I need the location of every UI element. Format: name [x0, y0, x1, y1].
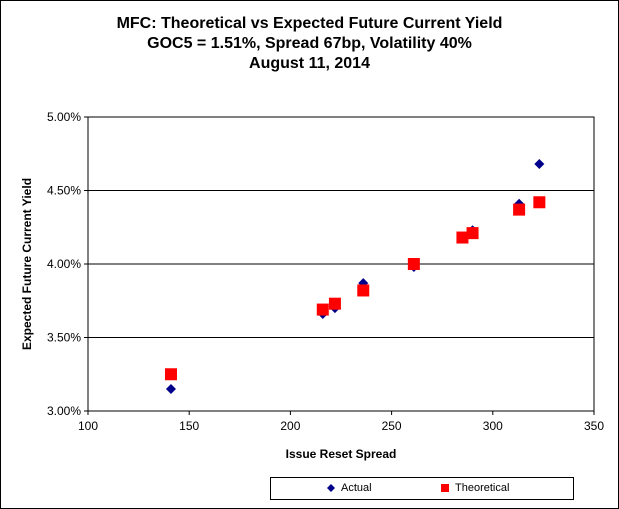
- theoretical-point: [466, 227, 479, 240]
- actual-point: [534, 159, 545, 170]
- y-tick-label: 3.00%: [47, 404, 81, 418]
- diamond-marker-icon: [327, 484, 335, 492]
- legend-item-theoretical: Theoretical: [441, 482, 509, 494]
- legend-item-actual: Actual: [327, 482, 372, 494]
- legend: Actual Theoretical: [270, 477, 574, 500]
- theoretical-point: [407, 258, 420, 270]
- y-tick-label: 3.50%: [47, 331, 81, 345]
- axis-ticks: 3.00% 3.50% 4.00% 4.50% 5.00% 100 150 200 250 300…: [47, 110, 604, 433]
- theoretical-point: [533, 196, 546, 209]
- theoretical-point: [513, 203, 526, 216]
- chart-title-line-2: GOC5 = 1.51%, Spread 67bp, Volatility 40…: [147, 35, 472, 52]
- gridlines: [88, 190, 594, 338]
- data-points: [164, 159, 546, 394]
- x-tick-label: 200: [280, 419, 300, 433]
- theoretical-point: [316, 303, 329, 316]
- legend-label-theoretical: Theoretical: [455, 482, 510, 494]
- theoretical-point: [328, 297, 341, 310]
- x-tick-label: 350: [584, 419, 604, 433]
- actual-point: [165, 383, 176, 394]
- y-tick-label: 4.00%: [47, 257, 81, 271]
- theoretical-point: [456, 231, 469, 244]
- x-tick-label: 100: [78, 419, 98, 433]
- x-axis-title: Issue Reset Spread: [286, 447, 397, 461]
- y-tick-label: 4.50%: [47, 184, 81, 198]
- y-tick-label: 5.00%: [47, 110, 81, 124]
- y-axis-title: Expected Future Current Yield: [20, 178, 34, 350]
- square-marker-icon: [441, 484, 449, 492]
- theoretical-point: [357, 284, 370, 297]
- x-tick-label: 250: [382, 419, 402, 433]
- x-tick-label: 150: [179, 419, 199, 433]
- chart-title-line-3: August 11, 2014: [249, 55, 370, 72]
- x-tick-label: 300: [483, 419, 503, 433]
- chart-title-line-1: MFC: Theoretical vs Expected Future Curr…: [116, 15, 503, 32]
- theoretical-point: [164, 368, 177, 381]
- legend-label-actual: Actual: [341, 482, 372, 494]
